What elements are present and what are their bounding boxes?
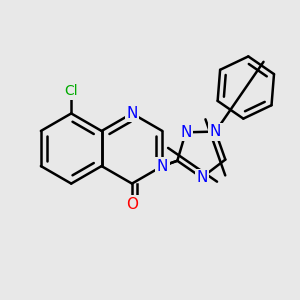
Text: N: N	[157, 159, 168, 174]
Text: N: N	[196, 170, 207, 185]
Text: N: N	[210, 124, 221, 139]
Text: N: N	[180, 125, 191, 140]
Text: O: O	[126, 197, 138, 212]
Text: Cl: Cl	[64, 84, 78, 98]
Text: N: N	[126, 106, 138, 121]
